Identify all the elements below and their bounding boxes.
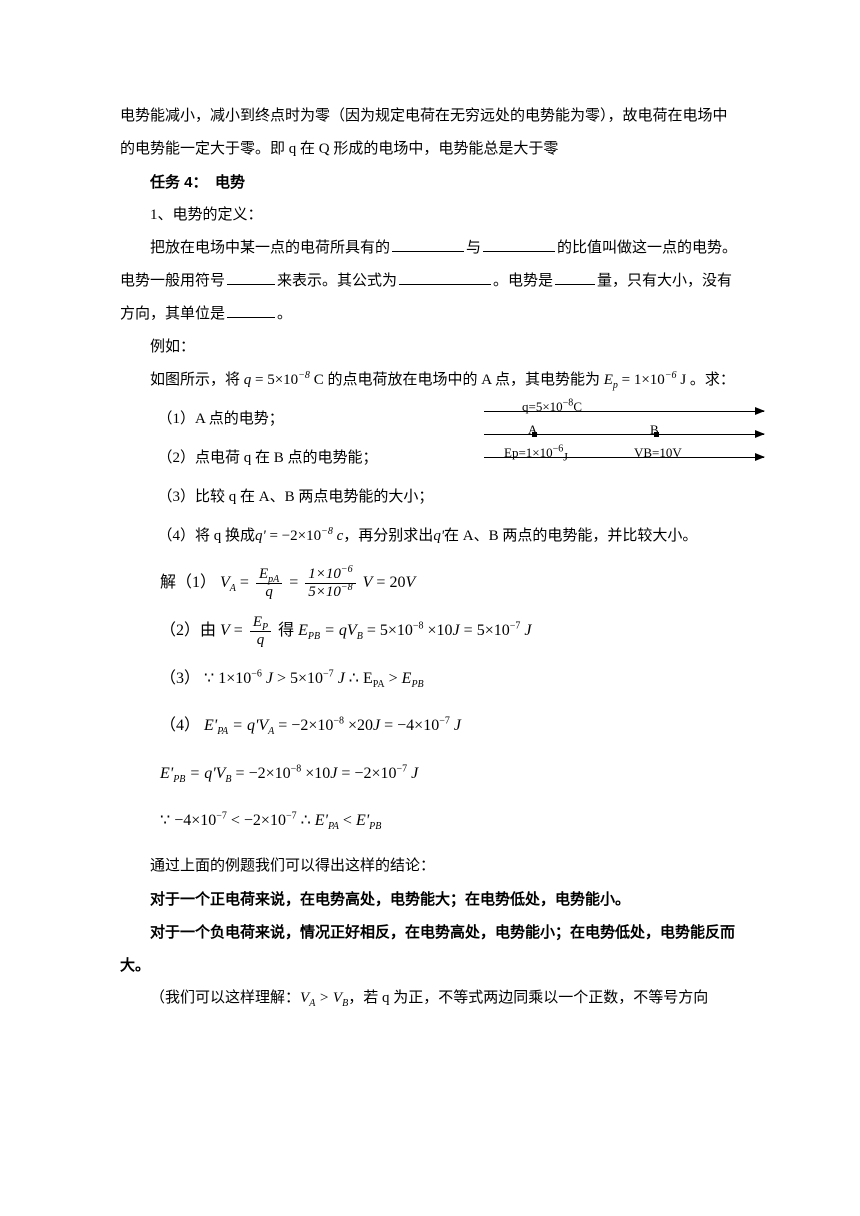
s2-label: （2）由 — [160, 622, 216, 639]
question-3: （3）比较 q 在 A、B 两点电势能的大小； — [120, 481, 740, 514]
s3-label: （3） — [160, 670, 200, 687]
blank-6 — [227, 302, 275, 319]
example-prompt-1: 如图所示，将 — [150, 372, 240, 388]
s4-label: （4） — [160, 717, 200, 734]
example-ep-value: Ep = 1×10−6 J — [604, 372, 686, 388]
def-text-1: 把放在电场中某一点的电荷所具有的 — [150, 240, 390, 256]
field-line-2: A B — [484, 434, 764, 435]
s1-label: 解（1） — [160, 574, 216, 591]
def-text-4: 来表示。其公式为 — [277, 273, 397, 289]
solution-3: （3） ∵ 1×10−6 J > 5×10−7 J ∴ EPA > EPB — [160, 661, 740, 696]
solution-4a: （4） E'PA = q'VA = −2×10−8 ×20J = −4×10−7… — [160, 708, 740, 743]
q4-qprime: q' = −2×10−8 c — [255, 528, 343, 544]
field-line-1: q=5×10−8C — [484, 411, 764, 412]
blank-5 — [555, 269, 595, 286]
blank-1 — [392, 236, 464, 253]
conclusion-1: 对于一个正电荷来说，在电势高处，电势能大；在电势低处，电势能小。 — [120, 883, 740, 916]
document-page: 电势能减小，减小到终点时为零（因为规定电荷在无穷远处的电势能为零），故电荷在电场… — [0, 0, 860, 1075]
figure-container: q=5×10−8C A B Ep=1×10−6J VB=10V （1）A 点的电… — [120, 403, 740, 553]
c3-eq: VA > VB — [300, 990, 348, 1006]
example-prompt-2: 的点电荷放在电场中的 A 点，其电势能为 — [327, 372, 600, 388]
example-intro: 例如： — [120, 331, 740, 364]
fig-ep-label: Ep=1×10−6J — [504, 439, 568, 468]
conclusion-3: （我们可以这样理解：VA > VB，若 q 为正，不等式两边同乘以一个正数，不等… — [120, 982, 740, 1015]
c3-b: ，若 q 为正，不等式两边同乘以一个正数，不等号方向 — [348, 990, 708, 1006]
def-text-5: 。电势是 — [493, 273, 553, 289]
def-text-2: 与 — [466, 240, 481, 256]
conclusion-lead: 通过上面的例题我们可以得出这样的结论： — [120, 850, 740, 883]
q4-c: q' — [433, 528, 444, 544]
blank-3 — [227, 269, 275, 286]
q4-a: （4）将 q 换成 — [158, 528, 256, 544]
question-4: （4）将 q 换成q' = −2×10−8 c，再分别求出q'在 A、B 两点的… — [120, 520, 740, 553]
example-prompt-3: 。求： — [690, 372, 735, 388]
blank-2 — [483, 236, 555, 253]
s2-mid: 得 — [278, 622, 294, 639]
solution-2: （2）由 V = EPq 得 EPB = qVB = 5×10−8 ×10J =… — [160, 613, 740, 649]
q4-b: ，再分别求出 — [343, 528, 433, 544]
definition-label: 1、电势的定义： — [120, 199, 740, 232]
field-line-3: Ep=1×10−6J VB=10V — [484, 457, 764, 458]
example-prompt: 如图所示，将 q = 5×10−8 C 的点电荷放在电场中的 A 点，其电势能为… — [120, 364, 740, 397]
definition-text: 把放在电场中某一点的电荷所具有的与的比值叫做这一点的电势。电势一般用符号来表示。… — [120, 232, 740, 331]
task4-heading: 任务 4： 电势 — [120, 166, 740, 199]
def-text-7: 。 — [277, 306, 292, 322]
c3-a: （我们可以这样理解： — [150, 990, 300, 1006]
intro-paragraph: 电势能减小，减小到终点时为零（因为规定电荷在无穷远处的电势能为零），故电荷在电场… — [120, 100, 740, 166]
conclusion-2: 对于一个负电荷来说，情况正好相反，在电势高处，电势能小；在电势低处，电势能反而大… — [120, 916, 740, 982]
solution-4c: ∵ −4×10−7 < −2×10−7 ∴ E'PA < E'PB — [160, 803, 740, 838]
blank-4 — [399, 269, 491, 286]
solution-4b: E'PB = q'VB = −2×10−8 ×10J = −2×10−7 J — [160, 756, 740, 791]
fig-vb-label: VB=10V — [634, 439, 682, 468]
q4-d: 在 A、B 两点的电势能，并比较大小。 — [444, 528, 697, 544]
circuit-figure: q=5×10−8C A B Ep=1×10−6J VB=10V — [484, 397, 764, 472]
example-q-value: q = 5×10−8 C — [244, 372, 324, 388]
solution-1: 解（1） VA = EpAq = 1×10−65×10−8 V = 20V — [160, 565, 740, 601]
